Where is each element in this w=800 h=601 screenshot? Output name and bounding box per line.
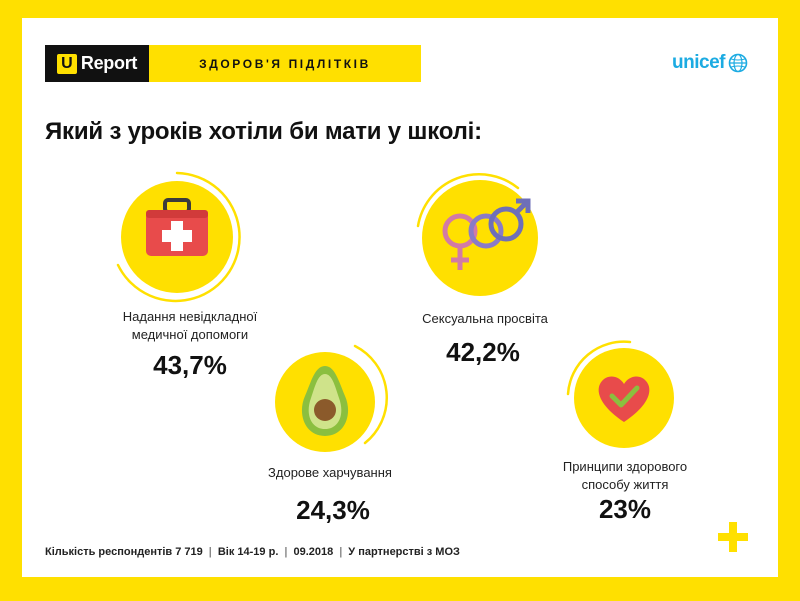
footer-info: Кількість респондентів 7 719 | Вік 14-19 р… xyxy=(45,546,460,558)
footer-separator: | xyxy=(208,546,212,558)
label-lifestyle: Принципи здорового способу життя xyxy=(525,458,725,494)
unicef-logo-text: unicef xyxy=(672,52,725,73)
globe-icon xyxy=(728,53,748,73)
label-lifestyle-line2: способу життя xyxy=(581,477,669,492)
sex-ed-circle xyxy=(416,173,538,296)
label-first-aid-line2: медичної допомоги xyxy=(131,327,249,342)
footer-date: 09.2018 xyxy=(293,546,334,558)
topic-title: ЗДОРОВ'Я ПІДЛІТКІВ xyxy=(199,56,371,71)
plus-icon xyxy=(718,522,748,552)
footer-separator: | xyxy=(284,546,288,558)
gender-symbols-icon xyxy=(442,198,531,270)
label-first-aid-line1: Надання невідкладної xyxy=(122,309,258,324)
ureport-logo: U Report xyxy=(45,45,149,82)
ureport-logo-letter: U xyxy=(56,53,77,74)
topic-banner: ЗДОРОВ'Я ПІДЛІТКІВ xyxy=(149,45,421,82)
value-sex-ed: 42,2% xyxy=(446,337,520,367)
label-lifestyle-line1: Принципи здорового xyxy=(562,459,688,474)
avocado-icon xyxy=(301,366,349,436)
survey-question: Який з уроків хотіли би мати у школі: xyxy=(45,118,482,145)
value-nutrition: 24,3% xyxy=(296,495,370,525)
footer-partnership: У партнерстві з МОЗ xyxy=(348,546,460,558)
label-nutrition: Здорове харчування xyxy=(235,464,425,482)
label-first-aid: Надання невідкладної медичної допомоги xyxy=(95,308,285,344)
ureport-logo-text: Report xyxy=(80,53,138,73)
label-sex-ed-line1: Сексуальна просвіта xyxy=(422,311,548,326)
value-first-aid: 43,7% xyxy=(153,350,227,380)
first-aid-circle xyxy=(116,171,241,303)
label-nutrition-line1: Здорове харчування xyxy=(268,465,392,480)
footer-separator: | xyxy=(339,546,343,558)
value-lifestyle: 23% xyxy=(598,494,652,524)
label-sex-ed: Сексуальна просвіта xyxy=(380,310,590,328)
nutrition-circle xyxy=(275,344,388,452)
heart-check-icon xyxy=(598,376,650,422)
footer-age: Вік 14-19 р. xyxy=(217,546,279,558)
unicef-logo: unicef xyxy=(672,50,748,76)
footer-respondents: Кількість респондентів 7 719 xyxy=(45,546,203,558)
first-aid-kit-icon xyxy=(146,198,208,256)
lifestyle-circle xyxy=(566,340,674,448)
